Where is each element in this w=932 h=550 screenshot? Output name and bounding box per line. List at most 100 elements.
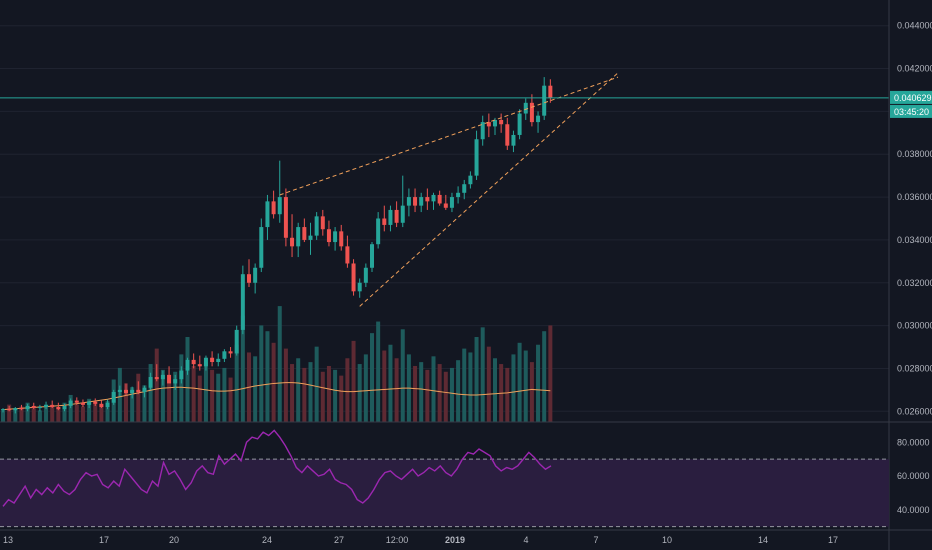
volume-bar — [462, 348, 467, 422]
volume-bar — [314, 346, 319, 422]
candle-body — [240, 274, 245, 330]
volume-bar — [486, 346, 491, 422]
candle-body — [376, 218, 381, 245]
candle-body — [314, 216, 319, 236]
volume-bar — [474, 337, 479, 422]
price-tick-label: 0.028000 — [897, 363, 932, 373]
volume-bar — [160, 369, 165, 422]
price-pane[interactable] — [0, 25, 889, 422]
volume-bar — [339, 375, 344, 422]
candle-body — [542, 85, 547, 116]
volume-bar — [413, 365, 418, 422]
volume-bar — [19, 406, 24, 422]
candle-body — [406, 197, 411, 206]
volume-bar — [197, 375, 202, 422]
candle-body — [499, 119, 504, 125]
volume-bar — [234, 344, 239, 422]
candle-body — [74, 400, 79, 403]
candle-body — [105, 402, 110, 408]
volume-bar — [87, 398, 92, 422]
rsi-pane[interactable] — [0, 429, 889, 528]
volume-bar — [185, 337, 190, 422]
candle-body — [493, 119, 497, 127]
candle-body — [345, 246, 350, 264]
volume-bar — [529, 362, 534, 422]
candle-body — [93, 401, 98, 404]
volume-bar — [468, 352, 473, 422]
volume-bar — [357, 364, 362, 422]
rsi-tick-label: 80.0000 — [897, 437, 930, 447]
volume-bar — [37, 410, 42, 422]
candle-body — [363, 267, 368, 283]
candle-body — [203, 357, 208, 367]
candle-body — [37, 407, 42, 409]
candle-body — [529, 102, 534, 123]
time-tick-label: 12:00 — [386, 535, 409, 545]
volume-bar — [376, 321, 381, 422]
candle-body — [326, 229, 331, 243]
volume-bar — [44, 404, 49, 422]
volume-bar — [345, 358, 350, 422]
trendline[interactable] — [359, 72, 619, 307]
candle-body — [449, 197, 454, 208]
candle-body — [277, 197, 282, 215]
last-price-tag — [890, 90, 932, 104]
candle-body — [548, 85, 553, 98]
volume-bar — [523, 350, 528, 422]
volume-bar — [130, 387, 135, 422]
candle-body — [290, 237, 295, 247]
volume-bar — [363, 354, 368, 422]
candle-body — [296, 227, 301, 247]
time-axis[interactable]: 13 17 20 24 27 12:00 2019 4 7 10 14 17 — [3, 535, 838, 545]
price-tick-label: 0.032000 — [897, 278, 932, 288]
volume-bar — [320, 371, 325, 422]
candle-body — [68, 400, 73, 406]
volume-bar — [265, 331, 270, 422]
volume-bar — [31, 408, 36, 422]
rsi-tick-label: 40.0000 — [897, 505, 930, 515]
rsi-line — [2, 429, 552, 507]
candle-body — [265, 201, 270, 228]
volume-bar — [443, 371, 448, 422]
trendline[interactable] — [279, 76, 619, 196]
time-tick-label: 20 — [169, 535, 179, 545]
candle-body — [394, 209, 399, 223]
candle-body — [173, 379, 178, 384]
candle-body — [536, 115, 541, 123]
volume-bar — [296, 358, 301, 422]
candle-body — [160, 374, 165, 380]
candle-body — [44, 404, 49, 408]
candle-body — [154, 377, 159, 380]
price-tick-label: 0.034000 — [897, 235, 932, 245]
price-tick-label: 0.038000 — [897, 149, 932, 159]
volume-bar — [148, 364, 153, 422]
candle-body — [222, 351, 227, 359]
volume-bar — [228, 377, 233, 422]
countdown-value: 03:45:20 — [894, 107, 929, 117]
volume-bar — [326, 365, 331, 422]
volume-bar — [388, 344, 393, 422]
candle-body — [1, 409, 5, 411]
rsi-axis[interactable]: 80.0000 60.0000 40.0000 — [897, 437, 930, 515]
volume-bar — [370, 333, 374, 422]
volume-bar — [394, 358, 399, 422]
price-tick-label: 0.026000 — [897, 406, 932, 416]
volume-bar — [431, 356, 436, 422]
wedge-trendlines — [279, 72, 619, 307]
candle-body — [505, 124, 510, 146]
last-price-label: 0.040629 03:45:20 — [890, 90, 932, 118]
time-tick-label: 2019 — [445, 535, 465, 545]
volume-bar — [271, 342, 276, 422]
candle-body — [320, 216, 325, 230]
volume-bar — [173, 371, 178, 422]
volume-bar — [437, 364, 442, 422]
volume-bar — [191, 365, 196, 422]
candle-body — [185, 359, 190, 371]
candle-body — [468, 175, 473, 185]
candle-body — [87, 401, 92, 405]
volume-bar — [105, 400, 110, 422]
time-tick-label: 7 — [593, 535, 598, 545]
candle-body — [357, 282, 362, 292]
volume-bar — [400, 329, 405, 422]
